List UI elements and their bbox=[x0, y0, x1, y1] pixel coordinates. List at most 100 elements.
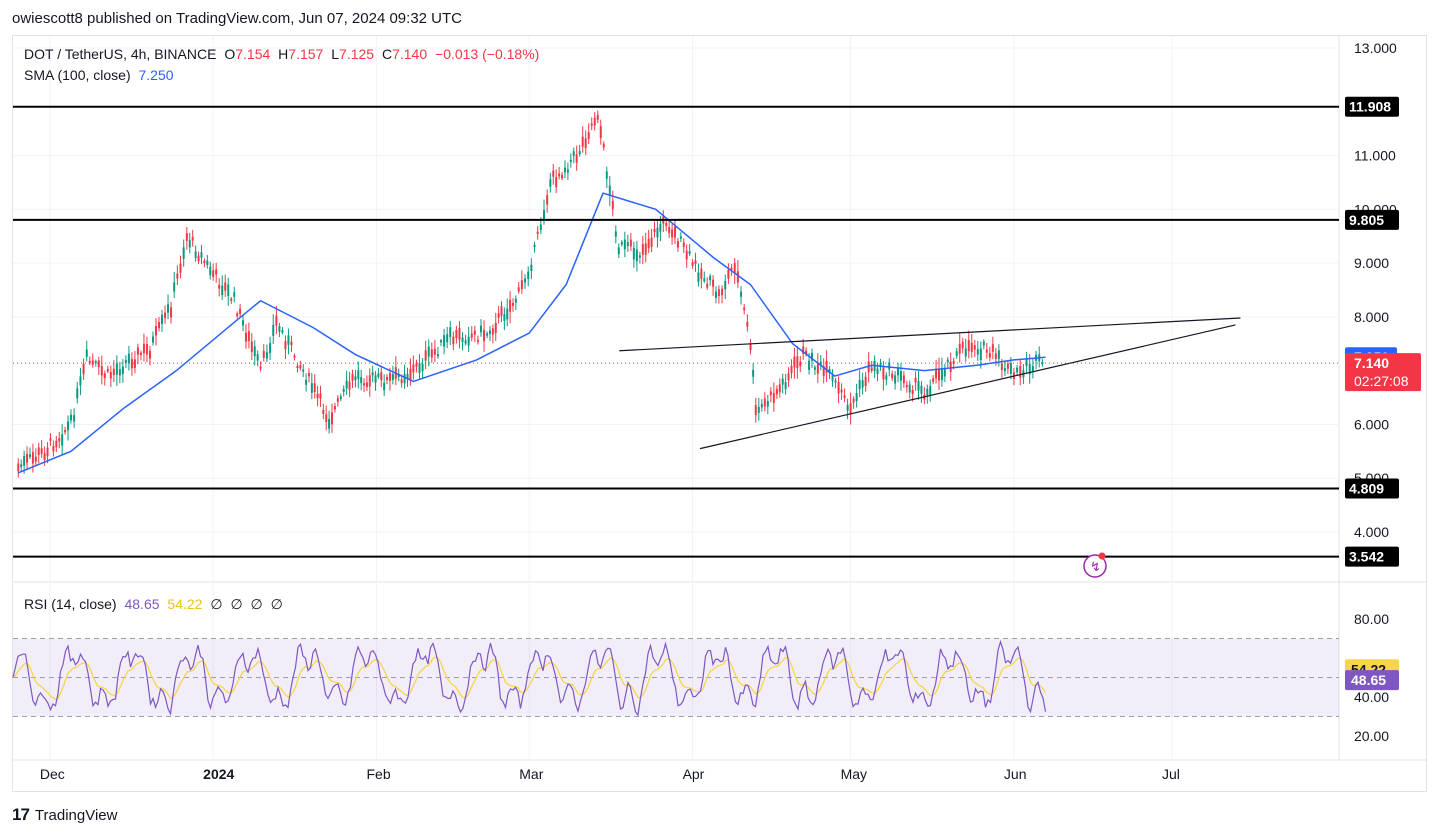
candle-body bbox=[34, 456, 37, 462]
candle-body bbox=[386, 376, 389, 381]
price-tick-label: 13.000 bbox=[1354, 40, 1397, 56]
candle-body bbox=[587, 132, 590, 140]
candle-body bbox=[247, 331, 250, 342]
candle-body bbox=[665, 222, 668, 227]
candle-body bbox=[802, 346, 805, 354]
candle-body bbox=[517, 287, 520, 292]
candle-body bbox=[527, 271, 530, 279]
candle-body bbox=[679, 236, 682, 239]
candle-body bbox=[436, 354, 439, 357]
candle-body bbox=[20, 464, 23, 468]
candle-body bbox=[218, 284, 221, 289]
candle-body bbox=[1031, 366, 1034, 372]
candle-body bbox=[828, 369, 831, 374]
level-tag-label: 4.809 bbox=[1349, 480, 1384, 496]
candle-body bbox=[899, 371, 902, 381]
candle-body bbox=[400, 379, 403, 384]
candle-body bbox=[920, 385, 923, 394]
candle-body bbox=[94, 361, 97, 364]
candle-body bbox=[37, 447, 40, 455]
candle-body bbox=[694, 260, 697, 265]
candle-body bbox=[40, 448, 43, 454]
candle-body bbox=[296, 365, 299, 368]
candle-body bbox=[464, 340, 467, 344]
candle-body bbox=[157, 322, 160, 329]
candle-body bbox=[23, 455, 26, 466]
candles bbox=[17, 110, 1044, 478]
candle-body bbox=[418, 363, 421, 374]
candle-body bbox=[629, 239, 632, 247]
candle-body bbox=[787, 373, 790, 381]
candle-body bbox=[188, 240, 191, 248]
rsi-tag-label: 48.65 bbox=[1351, 672, 1386, 688]
tradingview-brand[interactable]: 17 TradingView bbox=[12, 805, 117, 825]
low-label: L bbox=[331, 46, 340, 62]
candle-body bbox=[176, 273, 179, 279]
candle-body bbox=[536, 231, 539, 234]
candle-body bbox=[82, 363, 85, 375]
candle-body bbox=[61, 434, 64, 446]
candle-body bbox=[73, 415, 76, 422]
candle-body bbox=[374, 375, 377, 383]
candle-body bbox=[620, 242, 623, 245]
candle-body bbox=[650, 237, 653, 247]
candle-body bbox=[808, 360, 811, 370]
sma-line bbox=[17, 192, 1046, 474]
candle-body bbox=[743, 307, 746, 311]
alert-bolt-glyph: ↯ bbox=[1090, 559, 1101, 574]
candle-body bbox=[272, 324, 275, 336]
candle-body bbox=[360, 377, 363, 384]
candle-body bbox=[810, 352, 813, 361]
time-tick-label: Jun bbox=[1004, 766, 1027, 782]
lower-trendline bbox=[699, 324, 1236, 450]
price-tick-label: 9.000 bbox=[1354, 255, 1389, 271]
candle-body bbox=[79, 376, 82, 386]
candle-body bbox=[313, 383, 316, 393]
rsi-ma-value: 54.22 bbox=[167, 596, 203, 612]
candle-body bbox=[979, 348, 982, 361]
price-legend: DOT / TetherUS, 4h, BINANCE O7.154 H7.15… bbox=[24, 46, 543, 62]
rsi-ma-line bbox=[12, 656, 1047, 701]
symbol-label[interactable]: DOT / TetherUS, 4h, BINANCE bbox=[24, 46, 217, 62]
candle-body bbox=[961, 341, 964, 349]
candle-body bbox=[191, 237, 194, 241]
candle-body bbox=[724, 280, 727, 290]
candle-body bbox=[287, 335, 290, 345]
candle-body bbox=[161, 314, 164, 324]
candle-body bbox=[799, 361, 802, 367]
candle-body bbox=[185, 233, 188, 241]
candle-body bbox=[64, 430, 67, 433]
candle-body bbox=[572, 151, 575, 156]
candle-body bbox=[831, 374, 834, 381]
candle-body bbox=[1025, 358, 1028, 367]
rsi-tick-label: 40.00 bbox=[1354, 689, 1389, 705]
candle-body bbox=[302, 369, 305, 372]
high-value: 7.157 bbox=[288, 46, 324, 62]
candle-body bbox=[483, 329, 486, 342]
candle-body bbox=[1000, 363, 1003, 370]
rsi-legend[interactable]: RSI (14, close) 48.65 54.22 ∅ ∅ ∅ ∅ bbox=[24, 596, 287, 613]
open-label: O bbox=[224, 46, 236, 62]
sma-value: 7.250 bbox=[138, 67, 174, 83]
candle-body bbox=[985, 349, 988, 353]
candle-body bbox=[891, 373, 894, 379]
sma-legend[interactable]: SMA (100, close) 7.250 bbox=[24, 67, 178, 83]
candle-body bbox=[121, 366, 124, 375]
time-tick-label: Dec bbox=[40, 766, 65, 782]
candle-body bbox=[555, 177, 558, 188]
candle-body bbox=[467, 336, 470, 346]
candle-body bbox=[511, 303, 514, 306]
candle-body bbox=[269, 343, 272, 354]
candle-body bbox=[133, 359, 136, 368]
candle-body bbox=[676, 241, 679, 248]
candle-body bbox=[617, 247, 620, 255]
candle-body bbox=[31, 451, 34, 464]
close-value: 7.140 bbox=[392, 46, 428, 62]
candle-body bbox=[964, 348, 967, 357]
candle-body bbox=[691, 262, 694, 267]
candle-body bbox=[754, 405, 757, 416]
level-tag bbox=[1345, 546, 1399, 567]
time-tick-label: 2024 bbox=[203, 766, 234, 782]
candle-body bbox=[929, 386, 932, 397]
